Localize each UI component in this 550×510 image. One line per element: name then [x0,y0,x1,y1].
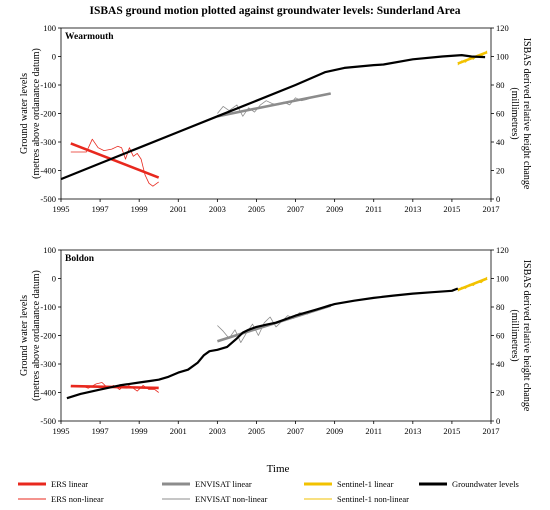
right-tick-label: 80 [496,302,505,312]
x-tick-label: 2001 [170,426,187,436]
x-tick-label: 1997 [92,426,109,436]
left-tick-label: -400 [40,388,56,398]
right-tick-label: 60 [496,109,505,119]
x-tick-label: 1999 [131,204,148,214]
legend-label: ENVISAT non-linear [195,494,267,504]
legend-item-envisat-linear: ENVISAT linear [162,479,252,489]
x-tick-label: 2007 [287,204,304,214]
x-tick-label: 2003 [209,426,226,436]
series-sentinel-1-linear [457,50,488,65]
left-tick-label: 0 [52,52,56,62]
x-tick-label: 1995 [53,426,70,436]
legend-item-sentinel-1-non-linear: Sentinel-1 non-linear [304,494,409,504]
x-tick-label: 1999 [131,426,148,436]
x-tick-label: 2015 [443,426,460,436]
left-axis-label-line2: (metres above ordanance datum) [31,270,42,401]
legend-label: Sentinel-1 linear [337,479,394,489]
left-tick-label: -500 [40,194,56,204]
right-tick-label: 120 [496,23,509,33]
chart-title: ISBAS ground motion plotted against grou… [89,5,460,17]
right-axis-label-line2: (millimetres) [509,87,520,139]
left-tick-label: -400 [40,166,56,176]
left-tick-label: -300 [40,137,56,147]
right-tick-label: 40 [496,137,505,147]
right-axis-label-line2: (millimetres) [509,309,520,361]
left-tick-label: -100 [40,80,56,90]
right-axis-label-line1: ISBAS derived relative height change [521,260,532,412]
left-axis-label-line2: (metres above ordanance datum) [31,48,42,179]
left-tick-label: 0 [52,274,56,284]
x-axis-title: Time [267,463,290,475]
x-tick-label: 2017 [483,204,500,214]
series-ers-linear [70,142,160,179]
right-tick-label: 100 [496,274,509,284]
right-tick-label: 120 [496,245,509,255]
left-axis-label-line1: Ground water levels [19,73,30,154]
legend-label: ERS non-linear [51,494,104,504]
legend-label: Groundwater levels [452,479,519,489]
left-tick-label: -200 [40,331,56,341]
panel-label: Boldon [65,254,95,264]
right-tick-label: 20 [496,388,505,398]
x-tick-label: 2003 [209,204,226,214]
x-tick-label: 1995 [53,204,70,214]
right-tick-label: 60 [496,331,505,341]
right-tick-label: 100 [496,52,509,62]
series-groundwater-levels [60,53,486,181]
legend-item-groundwater-levels: Groundwater levels [419,479,519,489]
plot-frame [60,249,492,422]
x-tick-label: 2005 [248,426,265,436]
legend-item-ers-non-linear: ERS non-linear [18,494,104,504]
x-tick-label: 2009 [326,426,343,436]
series-groundwater-levels [66,287,459,400]
x-tick-label: 2005 [248,204,265,214]
right-tick-label: 0 [496,416,500,426]
right-tick-label: 40 [496,359,505,369]
legend-item-sentinel-1-linear: Sentinel-1 linear [304,479,394,489]
left-tick-label: -100 [40,302,56,312]
left-axis-label: Ground water levels(metres above ordanan… [19,48,42,179]
right-axis-label: ISBAS derived relative height change(mil… [509,38,532,190]
left-tick-label: -200 [40,109,56,119]
legend-label: Sentinel-1 non-linear [337,494,409,504]
left-tick-label: 100 [43,23,56,33]
right-tick-label: 20 [496,166,505,176]
panel-label: Wearmouth [65,32,114,42]
x-tick-label: 2017 [483,426,500,436]
series-ers-non-linear [70,138,159,187]
left-tick-label: -500 [40,416,56,426]
left-axis-label-line1: Ground water levels [19,295,30,376]
legend-item-envisat-non-linear: ENVISAT non-linear [162,494,267,504]
legend-label: ERS linear [51,479,88,489]
right-axis-label: ISBAS derived relative height change(mil… [509,260,532,412]
left-tick-label: 100 [43,245,56,255]
x-tick-label: 2015 [443,204,460,214]
series-envisat-linear [217,92,331,118]
legend-item-ers-linear: ERS linear [18,479,88,489]
legend: ERS linear ENVISAT linear Sentinel-1 linea… [18,479,519,504]
right-axis-label-line1: ISBAS derived relative height change [521,38,532,190]
right-tick-label: 0 [496,194,500,204]
right-tick-label: 80 [496,80,505,90]
x-tick-label: 2013 [404,426,421,436]
plot-frame [60,27,492,200]
panel-boldon: 1000-100-200-300-400-5001201008060402001… [19,245,532,436]
panel-wearmouth: 1000-100-200-300-400-5001201008060402001… [19,23,532,214]
x-tick-label: 2013 [404,204,421,214]
x-tick-label: 2007 [287,426,304,436]
left-axis-label: Ground water levels(metres above ordanan… [19,270,42,401]
series-sentinel-1-linear [457,277,488,292]
x-tick-label: 2011 [365,426,382,436]
x-tick-label: 2011 [365,204,382,214]
x-tick-label: 1997 [92,204,109,214]
x-tick-label: 2009 [326,204,343,214]
legend-label: ENVISAT linear [195,479,252,489]
x-tick-label: 2001 [170,204,187,214]
left-tick-label: -300 [40,359,56,369]
